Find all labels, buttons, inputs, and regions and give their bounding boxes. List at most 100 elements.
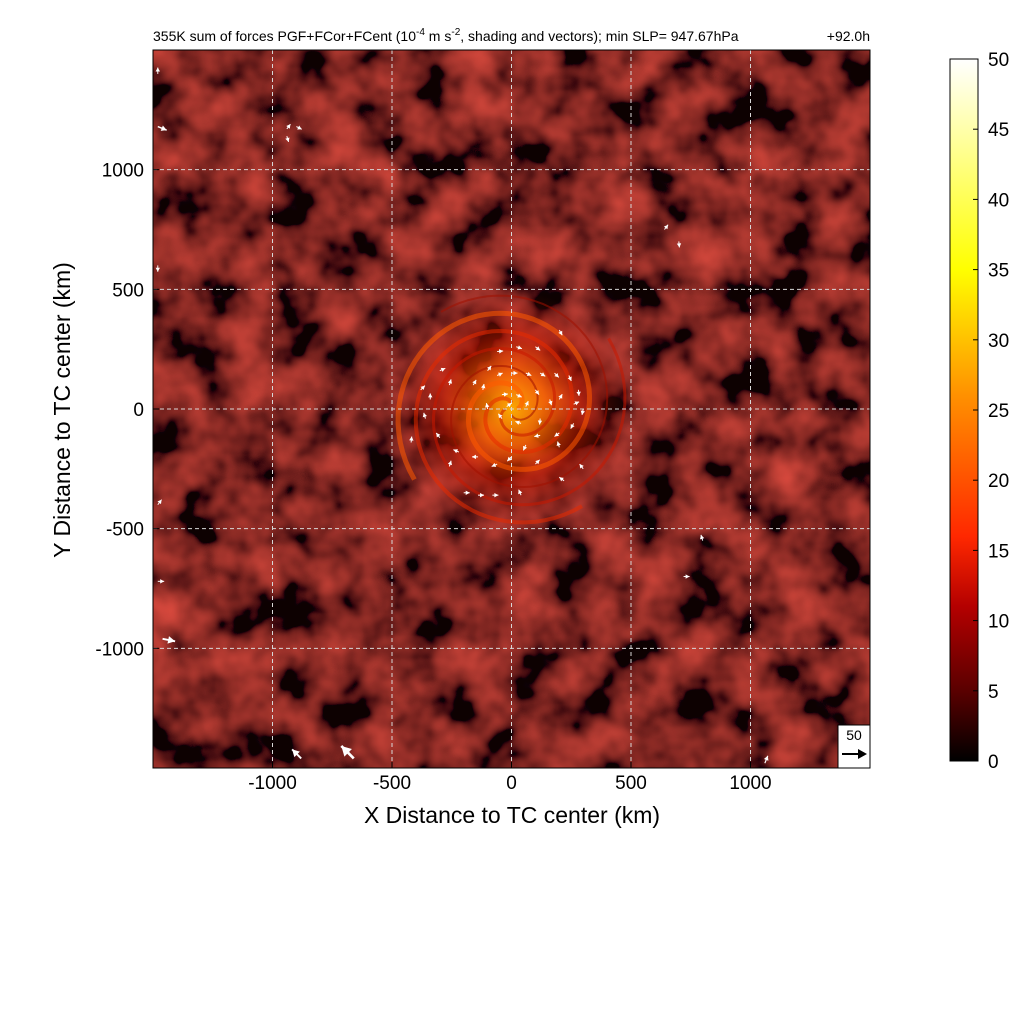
forecast-time-label: +92.0h: [827, 28, 870, 44]
chart-title: 355K sum of forces PGF+FCor+FCent (10-4 …: [153, 27, 739, 44]
spiral-band: [395, 310, 593, 481]
y-tick-label: 0: [133, 400, 144, 421]
colorbar-ticks: 0 5 10 15 20 25 30 35 40 45 50: [973, 50, 1009, 773]
force-vector-head: [472, 379, 477, 385]
force-vector-head: [436, 432, 441, 438]
force-vector-head: [515, 420, 520, 425]
y-axis-ticks: -1000 -500 0 500 1000: [95, 161, 159, 660]
force-vector-head: [507, 403, 512, 408]
force-vector-head: [472, 454, 477, 460]
force-vector-head: [465, 490, 470, 495]
force-vector-head: [558, 330, 563, 336]
force-vector-head: [535, 459, 540, 465]
force-vector-head: [540, 372, 546, 377]
colorbar-tick-label: 5: [988, 682, 999, 703]
force-vector-head: [155, 67, 160, 72]
x-tick-label: 1000: [729, 773, 771, 794]
colorbar-tick-label: 45: [988, 120, 1009, 141]
force-vector-head: [676, 243, 682, 248]
colorbar: 0 5 10 15 20 25 30 35 40 45 50: [949, 50, 1009, 773]
force-vector-head: [763, 755, 769, 761]
force-vector-head: [447, 460, 453, 466]
force-vector-head: [534, 390, 539, 395]
y-tick-label: 500: [112, 280, 144, 301]
force-vector-head: [554, 372, 559, 378]
colorbar-tick-label: 25: [988, 401, 1009, 422]
force-vector-head: [485, 403, 490, 408]
force-vector-head: [579, 464, 584, 469]
force-vector-head: [440, 367, 446, 372]
colorbar-tick-label: 50: [988, 50, 1009, 71]
colorbar-tick-label: 30: [988, 331, 1009, 352]
y-tick-label: -500: [106, 520, 144, 541]
force-vector-head: [292, 749, 300, 758]
force-vector-head: [537, 420, 543, 425]
colorbar-tick-label: 40: [988, 190, 1009, 211]
force-vector-head: [526, 371, 532, 376]
x-tick-label: -1000: [248, 773, 297, 794]
vector-key-label: 50: [846, 727, 862, 743]
force-vector-head: [409, 436, 414, 441]
spiral-band: [431, 337, 627, 507]
force-vector-head: [422, 412, 427, 418]
force-vector-head: [420, 385, 425, 390]
force-vector-head: [160, 125, 167, 131]
force-vector-head: [167, 636, 176, 644]
y-tick-label: -1000: [95, 639, 144, 660]
force-vector-head: [341, 745, 352, 757]
force-vector-head: [155, 267, 160, 272]
y-axis-label: Y Distance to TC center (km): [49, 262, 75, 558]
heatmap-plot-area: [153, 50, 870, 768]
force-vector-head: [160, 579, 165, 584]
force-vector-head: [498, 372, 503, 377]
force-vector-head: [523, 445, 528, 451]
force-vector-head: [447, 379, 453, 384]
x-axis-label: X Distance to TC center (km): [364, 802, 660, 828]
vector-key-arrowhead: [858, 749, 867, 759]
force-vector-head: [286, 124, 291, 129]
force-vectors: [155, 67, 769, 764]
force-vector-head: [480, 492, 485, 498]
force-vector-head: [491, 462, 497, 467]
colorbar-tick-label: 35: [988, 261, 1009, 282]
force-vector-head: [548, 400, 553, 406]
colorbar-tick-label: 10: [988, 612, 1009, 633]
force-vector-head: [498, 349, 504, 354]
colorbar-tick-label: 20: [988, 471, 1009, 492]
colorbar-tick-label: 15: [988, 541, 1009, 562]
force-vector-head: [297, 125, 302, 130]
spiral-band: [440, 294, 609, 489]
force-vector-head: [558, 394, 563, 399]
vector-key-box: [837, 724, 871, 769]
y-tick-label: 1000: [102, 161, 144, 182]
force-vector-head: [285, 137, 290, 142]
force-vector-head: [487, 365, 492, 371]
vector-key: 50: [837, 724, 871, 769]
colorbar-tick-label: 0: [988, 752, 999, 773]
force-vector-head: [513, 370, 518, 376]
force-vector-head: [700, 534, 705, 540]
spiral-rainbands: [395, 294, 627, 525]
force-vector-head: [524, 401, 529, 406]
force-vector-head: [503, 392, 508, 397]
force-vector-head: [453, 449, 458, 454]
force-vector-head: [559, 477, 564, 482]
force-vector-head: [556, 441, 561, 447]
force-vector-head: [535, 346, 541, 351]
force-vector-head: [580, 410, 585, 415]
force-vector-head: [685, 574, 690, 579]
force-vector-head: [518, 489, 523, 495]
force-vector-head: [576, 391, 581, 396]
x-tick-label: -500: [373, 773, 411, 794]
force-vector-head: [498, 413, 503, 419]
force-vector-head: [157, 499, 162, 505]
force-vector-head: [507, 456, 512, 462]
force-vector-head: [494, 492, 499, 498]
spiral-band: [413, 328, 583, 525]
grid-lines: [153, 50, 870, 768]
force-vector-head: [554, 432, 560, 437]
force-vector-head: [481, 383, 486, 389]
force-vector-head: [517, 393, 522, 398]
force-vector-head: [534, 433, 539, 438]
